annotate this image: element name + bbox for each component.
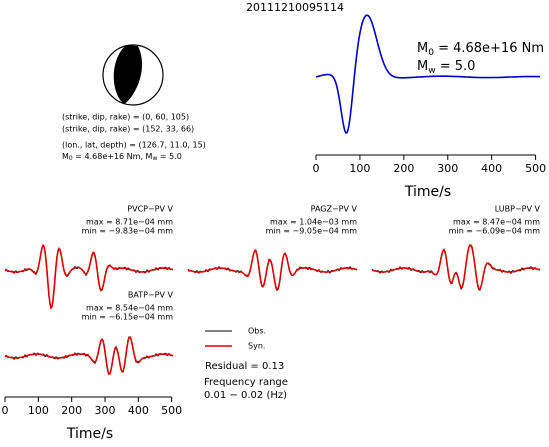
station-max: max = 8.54e−04 mm	[86, 304, 173, 313]
x-tick-label: 0	[2, 404, 9, 417]
plane1: (strike, dip, rake) = (0, 60, 105)	[62, 113, 189, 122]
synthetic-trace	[4, 335, 174, 376]
station-min: min = −6.15e−04 mm	[82, 313, 174, 322]
freq-label: Frequency range	[204, 377, 288, 388]
m: M	[62, 152, 69, 161]
station-max: max = 8.47e−04 mm	[453, 218, 540, 227]
stf-trace	[315, 14, 541, 135]
station-max: max = 1.04e−03 mm	[270, 218, 357, 227]
x-axis-label: Time/s	[404, 184, 451, 200]
sub: w	[152, 155, 157, 162]
x-tick-label: 400	[128, 404, 149, 417]
sub: w	[428, 66, 435, 76]
x-tick-label: 400	[481, 162, 502, 175]
legend-syn: Syn.	[248, 342, 265, 351]
text: = 5.0	[157, 152, 182, 161]
title: 20111210095114	[246, 1, 344, 14]
sub: 0	[428, 48, 434, 58]
plane2: (strike, dip, rake) = (152, 33, 66)	[62, 125, 194, 134]
x-tick-label: 0	[313, 162, 320, 175]
station-max: max = 8.71e−04 mm	[86, 218, 173, 227]
x-tick-label: 500	[525, 162, 546, 175]
station-min: min = −9.83e−04 mm	[82, 227, 174, 236]
freq-range: 0.01 − 0.02 (Hz)	[204, 390, 287, 401]
synthetic-trace	[371, 244, 541, 290]
m: M	[417, 59, 428, 74]
text: = 4.68e+16 Nm	[434, 41, 544, 56]
text: = 5.0	[436, 59, 476, 74]
synthetic-trace	[187, 249, 358, 292]
x-tick-label: 100	[349, 162, 370, 175]
station-name: BATP−PV V	[128, 291, 174, 300]
station-min: min = −6.09e−04 mm	[449, 227, 541, 236]
beachball	[102, 44, 164, 106]
synthetic-trace	[4, 244, 174, 310]
station-name: PVCP−PV V	[127, 205, 173, 214]
text: = 4.68e+16 Nm, M	[73, 152, 153, 161]
x-axis-label: Time/s	[66, 426, 113, 442]
legend-obs: Obs.	[248, 327, 266, 336]
moment-line: M0 = 4.68e+16 Nm, Mw = 5.0	[62, 152, 182, 162]
x-tick-label: 100	[28, 404, 49, 417]
residual: Residual = 0.13	[205, 361, 284, 372]
x-tick-label: 200	[393, 162, 414, 175]
x-tick-label: 200	[61, 404, 82, 417]
location: (lon., lat, depth) = (126.7, 11.0, 15)	[62, 141, 206, 150]
x-tick-label: 500	[161, 404, 182, 417]
mw-label: Mw = 5.0	[417, 59, 475, 76]
sub: 0	[69, 155, 73, 162]
m: M	[417, 41, 428, 56]
x-tick-label: 300	[437, 162, 458, 175]
m0-label: M0 = 4.68e+16 Nm	[417, 41, 544, 58]
station-name: PAGZ−PV V	[311, 205, 358, 214]
station-name: LUBP−PV V	[495, 205, 541, 214]
station-min: min = −9.05e−04 mm	[266, 227, 358, 236]
x-tick-label: 300	[95, 404, 116, 417]
